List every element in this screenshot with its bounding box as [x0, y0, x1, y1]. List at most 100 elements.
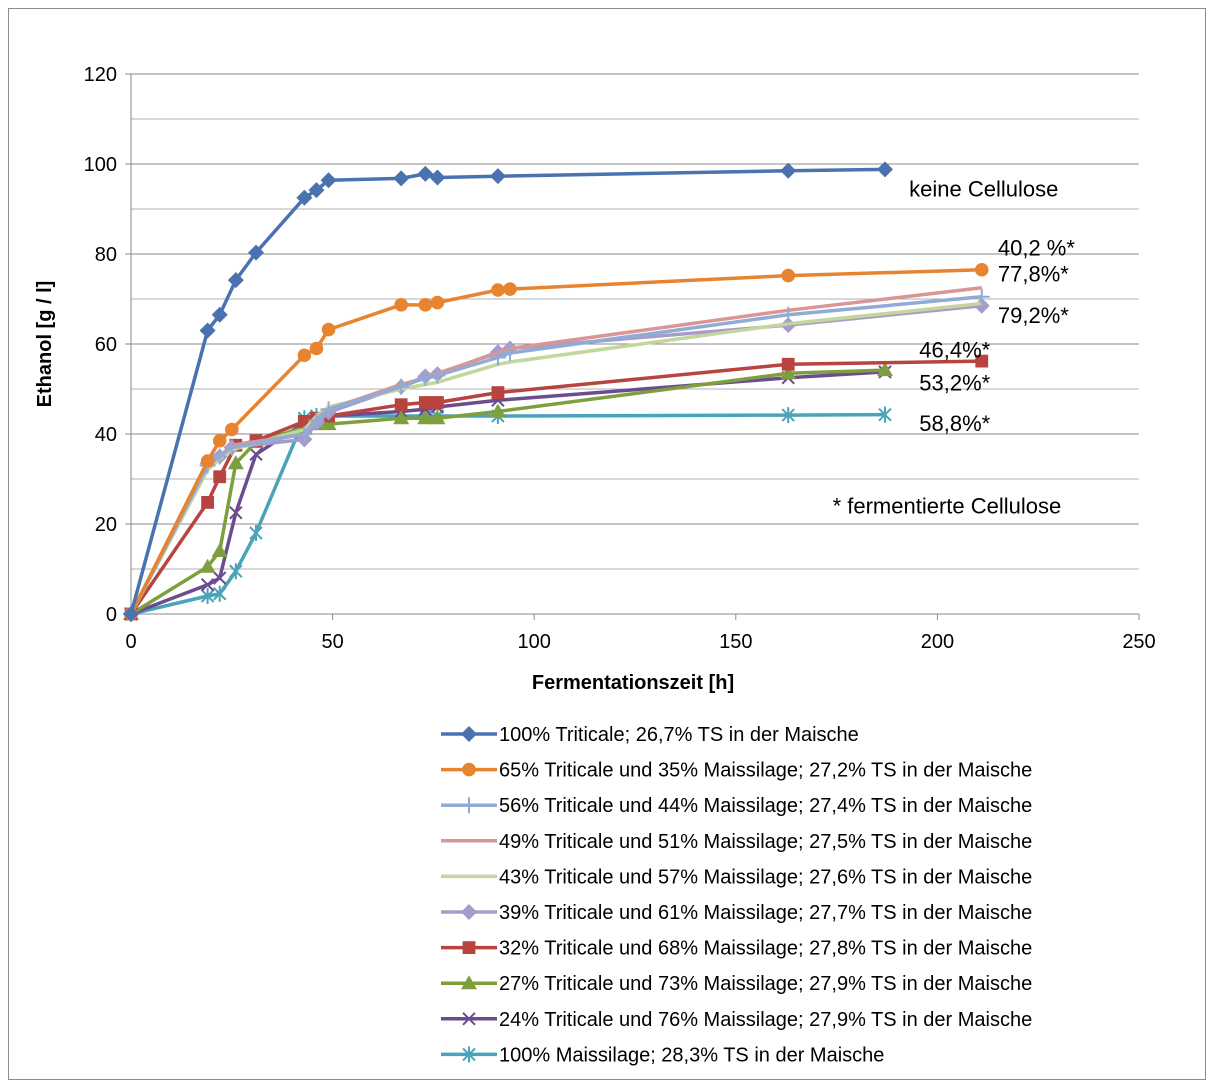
data-point [394, 298, 408, 312]
series-1 [123, 161, 893, 622]
series-line [129, 304, 982, 615]
data-point [211, 448, 228, 465]
data-point [461, 975, 477, 990]
y-tick-label: 100 [84, 154, 117, 176]
data-point [308, 182, 325, 199]
series-5 [129, 301, 982, 615]
data-point [417, 369, 434, 386]
series-layer [123, 161, 990, 622]
legend-label: 27% Triticale und 73% Maissilage; 27,9% … [499, 973, 1032, 995]
annotation-layer: keine Cellulose 40,2 %*77,8%* 79,2%* 46,4%*… [833, 176, 1076, 518]
data-point [491, 283, 505, 297]
data-point [123, 606, 139, 622]
data-point [393, 378, 410, 395]
data-point [973, 297, 990, 314]
x-axis-title: Fermentationszeit [h] [532, 672, 734, 694]
series-line [130, 370, 886, 616]
y-tick-label: 20 [95, 514, 117, 536]
legend-label: 56% Triticale und 44% Maissilage; 27,4% … [499, 795, 1032, 817]
data-point [229, 563, 243, 580]
data-point [199, 558, 216, 573]
data-point [200, 588, 215, 604]
legend-entry: 65% Triticale und 35% Maissilage; 27,2% … [441, 760, 1032, 782]
data-point [461, 797, 477, 814]
annotation-label: 58,8%* [919, 411, 990, 436]
legend-label: 65% Triticale und 35% Maissilage; 27,2% … [499, 760, 1032, 782]
series-line [129, 301, 982, 615]
annotation-label: 77,8%* [998, 261, 1069, 286]
legend-label: 39% Triticale und 61% Maissilage; 27,7% … [499, 902, 1032, 924]
data-point [418, 298, 433, 312]
data-point [876, 362, 893, 377]
data-point [781, 268, 796, 283]
annotation-label: 46,4%* [919, 337, 990, 362]
y-tick-label: 60 [95, 334, 117, 356]
data-point [297, 348, 312, 363]
data-point [876, 161, 893, 178]
data-point [223, 439, 240, 456]
data-point [200, 578, 215, 592]
data-point [429, 367, 446, 384]
data-point [489, 403, 506, 418]
data-point [462, 1012, 476, 1026]
data-point [430, 295, 445, 310]
data-point [212, 433, 227, 448]
data-point [429, 410, 446, 425]
legend-entry: 100% Triticale; 26,7% TS in der Maische [441, 724, 859, 746]
y-tick-label: 40 [95, 424, 117, 446]
data-point [502, 345, 519, 361]
legend-label: 49% Triticale und 51% Maissilage; 27,5% … [499, 831, 1032, 853]
x-tick-label: 150 [719, 631, 752, 653]
y-axis-title: Ethanol [g / l] [34, 281, 56, 408]
chart-svg: 0 20 40 60 80 100 120 0 50 100 150 200 250 keine Cel… [34, 64, 1156, 1066]
data-point [503, 282, 517, 296]
data-point [429, 169, 446, 186]
series-3 [123, 288, 990, 622]
data-point [225, 422, 239, 437]
data-point [320, 401, 337, 418]
data-point [201, 496, 215, 509]
data-point [227, 455, 244, 470]
data-point [320, 172, 337, 189]
x-tick-label: 50 [321, 631, 343, 653]
legend-entry: 56% Triticale und 44% Maissilage; 27,4% … [441, 795, 1032, 817]
legend-entry: 24% Triticale und 76% Maissilage; 27,9% … [441, 1009, 1032, 1031]
data-point [461, 904, 477, 920]
data-point [200, 454, 215, 468]
data-point [249, 525, 263, 541]
x-tick-label: 250 [1122, 631, 1155, 653]
legend-label: 32% Triticale und 68% Maissilage; 27,8% … [499, 938, 1032, 960]
data-point [491, 386, 505, 399]
data-point [321, 322, 336, 337]
x-tick-label: 100 [518, 631, 551, 653]
annotation-label: keine Cellulose [909, 176, 1058, 201]
data-point [247, 244, 264, 261]
data-point [308, 412, 325, 429]
data-point [781, 407, 795, 424]
chart-frame: 0 20 40 60 80 100 120 0 50 100 150 200 250 keine Cel… [8, 8, 1206, 1080]
legend-entry: 27% Triticale und 73% Maissilage; 27,9% … [441, 973, 1032, 995]
annotation-label: 53,2%* [919, 370, 990, 395]
data-point [418, 396, 432, 409]
series-line [129, 359, 982, 615]
legend-entry: 32% Triticale und 68% Maissilage; 27,8% … [441, 938, 1032, 960]
data-point [462, 1046, 476, 1063]
annotation-label: 40,2 %* [998, 235, 1075, 260]
data-point [320, 416, 337, 431]
data-point [489, 349, 506, 366]
legend-entry: 100% Maissilage; 28,3% TS in der Maische [441, 1044, 884, 1066]
data-point [780, 162, 797, 179]
y-tick-label: 0 [106, 604, 117, 626]
legend-label: 100% Maissilage; 28,3% TS in der Maische [499, 1044, 884, 1066]
data-point [229, 506, 243, 520]
data-point [462, 762, 476, 777]
data-point [249, 447, 263, 461]
data-point [975, 354, 989, 368]
data-point [780, 306, 797, 323]
legend-label: 24% Triticale und 76% Maissilage; 27,9% … [499, 1009, 1032, 1031]
data-point [199, 322, 216, 339]
legend-label: 43% Triticale und 57% Maissilage; 27,6% … [499, 866, 1032, 888]
data-point [417, 410, 434, 425]
y-tick-label: 80 [95, 244, 117, 266]
data-point [211, 543, 228, 557]
